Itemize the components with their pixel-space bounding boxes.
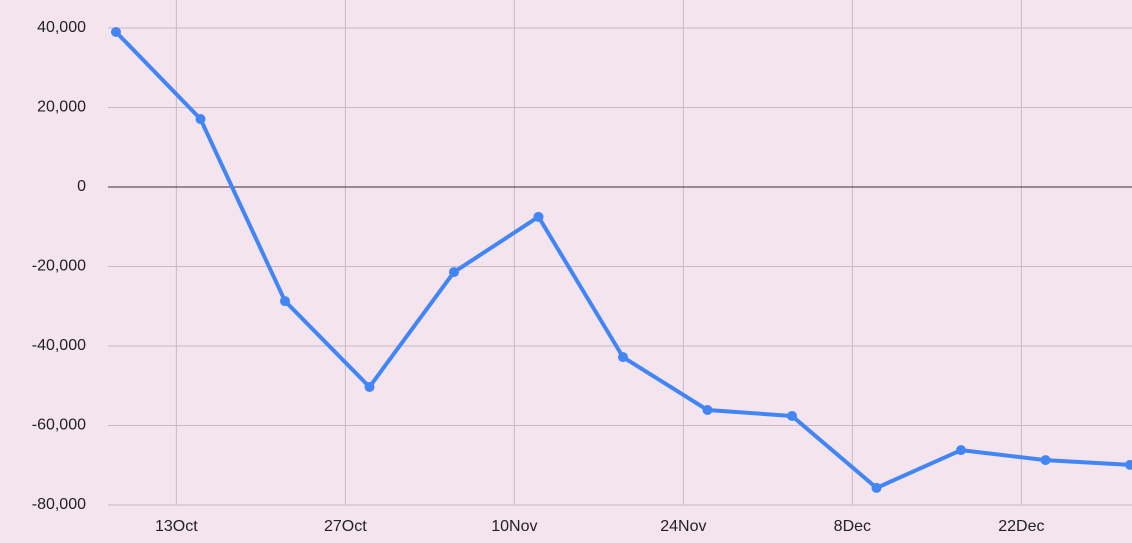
point (1125, 459, 1132, 470)
x-tick-label: 24Nov (660, 518, 706, 535)
point (871, 482, 882, 493)
point (195, 114, 206, 125)
x-tick-label: 10Nov (491, 518, 537, 535)
point (111, 26, 121, 37)
point (702, 404, 713, 415)
point (533, 211, 544, 222)
x-tick-label: 8Dec (834, 518, 871, 535)
y-tick-label: 40,000 (37, 19, 86, 36)
y-tick-label: 0 (77, 178, 86, 195)
y-tick-label: -40,000 (32, 337, 86, 354)
line (114, 30, 1131, 490)
point (618, 352, 628, 363)
x-tick-label: 13Oct (155, 518, 198, 535)
y-tick-label: -60,000 (32, 417, 86, 434)
point (280, 296, 290, 307)
y-tick-label: -80,000 (32, 496, 86, 513)
y-tick-label: -20,000 (32, 258, 86, 275)
point (364, 381, 375, 392)
point (449, 267, 459, 278)
point (956, 445, 966, 456)
y-tick-label: 20,000 (37, 99, 86, 116)
point (787, 410, 797, 421)
x-tick-label: 27Oct (324, 518, 367, 535)
x-tick-label: 22Dec (998, 518, 1044, 535)
point (1040, 455, 1051, 466)
